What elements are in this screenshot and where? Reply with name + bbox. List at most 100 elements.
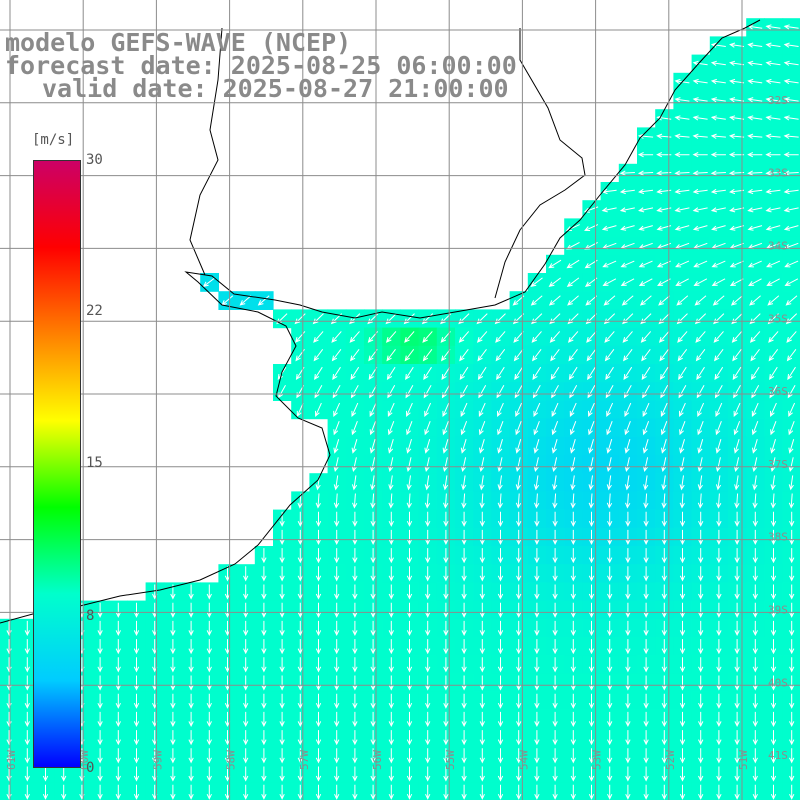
wind-arrow: [675, 260, 690, 268]
wind-arrow: [534, 639, 540, 655]
wind-arrow: [679, 639, 686, 655]
wind-arrow: [406, 475, 412, 491]
wind-arrow: [516, 620, 522, 637]
wind-arrow: [732, 366, 742, 380]
wind-arrow: [406, 730, 413, 746]
wind-arrow: [586, 331, 597, 343]
wind-arrow: [424, 475, 430, 491]
wind-arrow: [622, 313, 634, 325]
wind-arrow: [515, 402, 523, 417]
wind-arrow: [97, 730, 103, 746]
wind-arrow: [625, 766, 631, 782]
wind-arrow: [643, 566, 649, 582]
wind-arrow: [206, 693, 212, 709]
wind-arrow: [625, 784, 631, 800]
wind-arrow: [170, 730, 176, 746]
wind-arrow: [530, 295, 543, 306]
wind-arrow: [570, 529, 576, 546]
wind-arrow: [770, 439, 776, 454]
wind-arrow: [349, 349, 360, 362]
wind-arrow: [715, 402, 723, 417]
wind-arrow: [6, 639, 12, 655]
wind-arrow: [697, 421, 704, 436]
wind-arrow: [570, 602, 576, 618]
wind-arrow: [443, 584, 449, 600]
wind-arrow: [425, 620, 431, 637]
wind-arrow: [206, 730, 212, 746]
wind-arrow: [570, 493, 576, 509]
wind-arrow: [479, 675, 485, 691]
wind-arrow: [638, 225, 653, 231]
latitude-label: 35S: [768, 312, 788, 325]
wind-arrow: [588, 566, 595, 582]
wind-arrow: [443, 675, 449, 691]
wind-arrow: [642, 439, 649, 454]
wind-arrow: [97, 766, 103, 782]
wind-arrow: [715, 439, 722, 454]
wind-arrow: [279, 711, 285, 728]
wind-arrow: [770, 784, 777, 800]
wind-arrow: [424, 421, 431, 436]
wind-arrow: [624, 439, 631, 454]
wind-arrow: [479, 657, 485, 673]
wind-arrow: [643, 548, 649, 564]
wind-arrow: [661, 675, 667, 691]
wind-arrow: [479, 457, 485, 473]
wind-arrow: [534, 711, 540, 728]
wind-arrow: [97, 748, 103, 764]
wind-arrow: [569, 421, 577, 436]
wind-arrow: [752, 584, 758, 600]
wind-arrow: [261, 711, 267, 728]
wind-arrow: [224, 748, 231, 764]
wind-arrow: [497, 766, 504, 782]
wind-arrow: [625, 675, 631, 691]
longitude-labels: 61W 60W 59W 58W 57W 56W 55W 54W 53W 52W 51W: [5, 750, 750, 770]
wind-arrow: [297, 711, 303, 728]
wind-arrow: [624, 457, 630, 473]
wind-arrow: [712, 295, 725, 306]
wind-arrow: [783, 115, 799, 121]
wind-arrow: [765, 188, 781, 195]
wind-arrow: [334, 711, 340, 728]
wind-arrow: [534, 584, 540, 600]
wind-arrow: [261, 657, 267, 673]
wind-arrow: [607, 711, 613, 728]
wind-arrow: [643, 493, 649, 509]
wind-arrow: [625, 511, 631, 527]
wind-arrow: [784, 278, 799, 286]
wind-arrow: [479, 439, 485, 454]
wind-arrow: [24, 693, 30, 709]
wind-arrow: [369, 439, 376, 454]
wind-arrow: [750, 366, 760, 380]
wind-arrow: [552, 584, 558, 600]
wind-arrow: [588, 784, 595, 800]
wind-arrow: [643, 675, 649, 691]
wind-arrow: [479, 639, 485, 655]
wind-arrow: [679, 475, 685, 491]
wind-arrow: [734, 566, 740, 582]
wind-arrow: [534, 566, 540, 582]
wind-arrow: [698, 784, 704, 800]
wind-arrow: [588, 620, 595, 637]
wind-arrow: [752, 711, 758, 728]
wind-arrow: [734, 475, 740, 491]
wind-arrow: [698, 529, 704, 546]
wind-arrow: [625, 730, 631, 746]
wind-arrow: [406, 584, 413, 600]
wind-arrow: [710, 133, 726, 139]
wind-arrow: [747, 260, 762, 268]
wind-arrow: [567, 313, 579, 325]
wind-arrow: [6, 730, 12, 746]
wind-arrow: [497, 439, 503, 454]
wind-arrow: [713, 313, 725, 325]
wind-arrow: [607, 620, 613, 637]
wind-arrow: [638, 278, 653, 286]
wind-arrow: [788, 457, 794, 473]
wind-arrow: [569, 402, 577, 417]
wind-arrow: [789, 711, 795, 728]
wind-arrow: [315, 657, 322, 673]
wind-arrow: [770, 602, 777, 618]
wind-arrow: [549, 313, 561, 325]
wind-arrow: [6, 657, 12, 673]
wind-arrow: [711, 260, 726, 268]
